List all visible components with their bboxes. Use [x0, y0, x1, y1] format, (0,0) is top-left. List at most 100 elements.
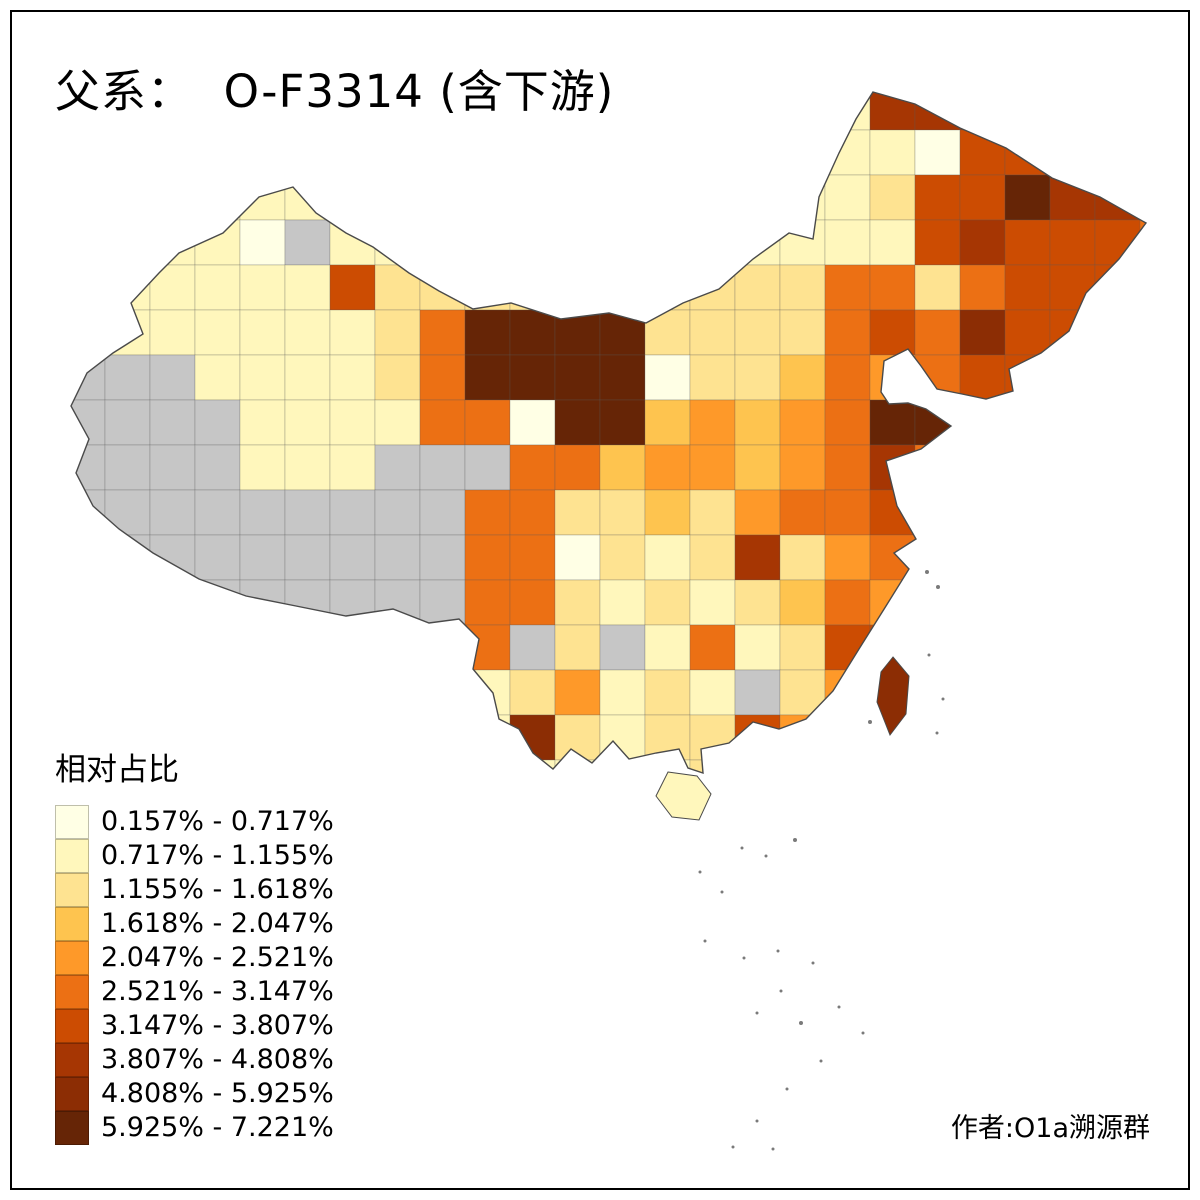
map-region	[464, 669, 511, 716]
map-region	[779, 759, 826, 773]
map-region	[374, 579, 421, 626]
map-region	[779, 219, 826, 266]
map-title: 父系： O-F3314 (含下游)	[55, 65, 615, 118]
map-region	[510, 805, 555, 850]
map-region	[509, 534, 556, 581]
legend-title: 相对占比	[55, 752, 179, 788]
map-region	[71, 489, 106, 536]
map-region	[869, 219, 916, 266]
map-region	[149, 309, 196, 356]
map-region	[284, 309, 331, 356]
map-region	[734, 92, 781, 131]
map-region	[329, 354, 376, 401]
map-region	[374, 399, 421, 446]
map-region	[1004, 174, 1051, 221]
map-region	[104, 624, 151, 671]
legend: 相对占比 0.157% - 0.717% 0.717% - 1.155% 1.155…	[55, 744, 334, 1145]
map-region	[464, 354, 511, 401]
map-region	[914, 219, 961, 266]
taiwan-region	[876, 656, 910, 737]
map-region	[104, 399, 151, 446]
map-region	[734, 264, 781, 311]
legend-item: 1.155% - 1.618%	[55, 873, 334, 907]
map-region	[509, 129, 556, 176]
map-region	[914, 264, 961, 311]
map-region	[914, 759, 961, 773]
map-region	[509, 579, 556, 626]
map-region	[464, 534, 511, 581]
map-region	[1004, 399, 1051, 446]
map-region	[824, 759, 871, 773]
map-region	[869, 759, 916, 773]
map-region	[554, 129, 601, 176]
map-region	[1049, 219, 1096, 266]
map-region	[959, 92, 1006, 131]
map-region	[734, 309, 781, 356]
map-region	[464, 759, 511, 773]
map-region	[914, 309, 961, 356]
map-region	[1004, 669, 1051, 716]
map-region	[779, 129, 826, 176]
map-region	[104, 534, 151, 581]
legend-label: 2.047% - 2.521%	[101, 942, 334, 973]
legend-swatch	[55, 805, 89, 839]
map-region	[914, 354, 961, 401]
map-region	[554, 399, 601, 446]
map-region	[1094, 624, 1141, 671]
map-region	[869, 399, 916, 446]
map-region	[329, 264, 376, 311]
map-region	[1049, 444, 1096, 491]
map-region	[959, 444, 1006, 491]
map-region	[689, 669, 736, 716]
map-region	[329, 444, 376, 491]
legend-label: 3.807% - 4.808%	[101, 1044, 334, 1075]
map-region	[1094, 354, 1141, 401]
map-region	[239, 129, 286, 176]
map-region	[689, 219, 736, 266]
map-region	[194, 174, 241, 221]
map-region	[71, 444, 106, 491]
map-region	[1049, 669, 1096, 716]
map-region	[1049, 714, 1096, 761]
map-region	[599, 264, 646, 311]
map-region	[374, 489, 421, 536]
map-region	[554, 534, 601, 581]
map-region	[959, 759, 1006, 773]
map-region	[734, 624, 781, 671]
map-region	[1094, 92, 1141, 131]
map-region	[734, 489, 781, 536]
map-region	[330, 805, 375, 850]
map-region	[734, 714, 781, 761]
map-region	[284, 174, 331, 221]
map-region	[599, 759, 646, 773]
map-region	[960, 805, 1005, 850]
map-region	[689, 174, 736, 221]
legend-swatch	[55, 975, 89, 1009]
map-region	[419, 309, 466, 356]
map-region	[1004, 444, 1051, 491]
map-region	[779, 579, 826, 626]
map-region	[284, 264, 331, 311]
map-region	[71, 354, 106, 401]
map-region	[1094, 264, 1141, 311]
map-region	[509, 399, 556, 446]
map-region	[1004, 759, 1051, 773]
map-region	[104, 579, 151, 626]
map-region	[779, 714, 826, 761]
map-region	[689, 489, 736, 536]
map-region	[284, 129, 331, 176]
legend-swatch	[55, 1043, 89, 1077]
map-region	[555, 805, 600, 850]
map-region	[194, 534, 241, 581]
map-region	[554, 354, 601, 401]
attribution: 作者:O1a溯源群	[950, 1113, 1150, 1144]
map-region	[1094, 714, 1141, 761]
map-region	[554, 759, 601, 773]
map-region	[239, 399, 286, 446]
legend-item: 2.047% - 2.521%	[55, 941, 334, 975]
legend-item: 3.147% - 3.807%	[55, 1009, 334, 1043]
map-region	[824, 579, 871, 626]
map-region	[914, 669, 961, 716]
map-region	[599, 669, 646, 716]
